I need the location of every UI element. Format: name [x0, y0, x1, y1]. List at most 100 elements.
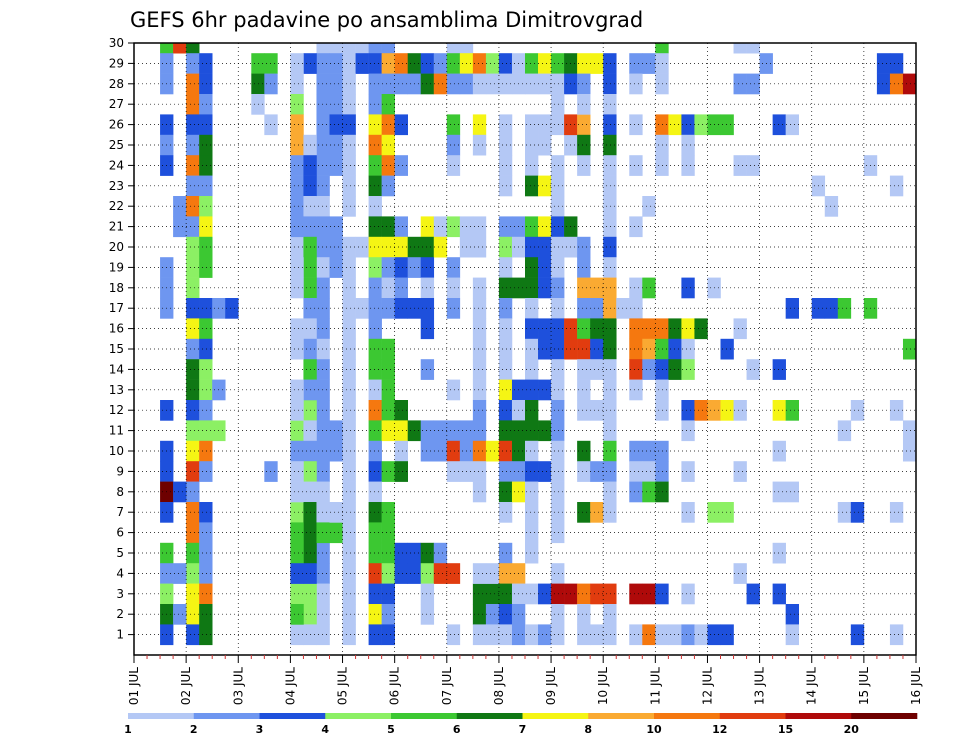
heatmap-cell — [173, 196, 187, 217]
heatmap-cell — [577, 236, 591, 258]
heatmap-cell — [498, 563, 513, 584]
heatmap-cell — [186, 583, 200, 605]
heatmap-cell — [342, 379, 356, 401]
heatmap-cell — [342, 604, 356, 625]
heatmap-cell — [368, 420, 382, 442]
heatmap-cell — [316, 400, 330, 421]
heatmap-cell — [446, 298, 461, 319]
heatmap-cell — [342, 338, 356, 360]
heatmap-cell — [746, 583, 760, 605]
heatmap-cell — [733, 461, 747, 482]
heatmap-cell — [538, 236, 552, 258]
heatmap-cell — [472, 338, 487, 360]
heatmap-cell — [199, 236, 213, 258]
heatmap-cell — [368, 583, 382, 605]
heatmap-cell — [420, 420, 435, 442]
heatmap-cells — [160, 43, 917, 646]
heatmap-cell — [290, 400, 304, 421]
heatmap-cell — [381, 298, 395, 319]
heatmap-cell — [199, 379, 213, 401]
heatmap-cell — [733, 400, 747, 421]
x-tick-label: 11 JUL — [648, 667, 662, 705]
heatmap-cell — [342, 420, 356, 442]
heatmap-cell — [889, 73, 904, 95]
heatmap-cell — [290, 155, 304, 176]
heatmap-cell — [316, 175, 330, 197]
heatmap-cell — [681, 420, 695, 442]
colorbar-swatch — [259, 713, 326, 719]
colorbar-label: 10 — [646, 723, 662, 736]
heatmap-cell — [394, 298, 408, 319]
heatmap-cell — [329, 43, 343, 54]
heatmap-cell — [733, 73, 747, 95]
heatmap-cell — [525, 114, 539, 136]
heatmap-cell — [329, 420, 343, 442]
heatmap-cell — [498, 420, 513, 442]
heatmap-cell — [290, 379, 304, 401]
heatmap-cell — [629, 298, 643, 319]
x-tick-label: 09 JUL — [544, 667, 558, 705]
heatmap-cell — [498, 155, 513, 176]
heatmap-cell — [199, 583, 213, 605]
y-tick-label: 3 — [116, 587, 124, 601]
heatmap-cell — [551, 338, 565, 360]
heatmap-cell — [316, 420, 330, 442]
heatmap-cell — [173, 481, 187, 503]
heatmap-cell — [603, 604, 617, 625]
heatmap-cell — [472, 420, 487, 442]
heatmap-cell — [590, 53, 604, 74]
y-tick-label: 30 — [109, 36, 124, 50]
heatmap-cell — [433, 563, 448, 584]
heatmap-cell — [381, 236, 395, 258]
heatmap-cell — [329, 440, 343, 462]
heatmap-cell — [577, 583, 591, 605]
heatmap-cell — [603, 73, 617, 95]
heatmap-cell — [551, 440, 565, 462]
colorbar-label: 3 — [256, 723, 264, 736]
heatmap-cell — [290, 236, 304, 258]
heatmap-cell — [577, 502, 591, 523]
heatmap-cell — [368, 277, 382, 299]
heatmap-cell — [472, 134, 487, 156]
heatmap-cell — [290, 175, 304, 197]
heatmap-cell — [681, 583, 695, 605]
heatmap-cell — [225, 298, 239, 319]
heatmap-cell — [199, 420, 213, 442]
heatmap-cell — [603, 440, 617, 462]
heatmap-cell — [368, 216, 382, 238]
heatmap-cell — [186, 94, 200, 115]
heatmap-cell — [316, 43, 330, 54]
colorbar-label: 8 — [584, 723, 592, 736]
heatmap-cell — [472, 277, 487, 299]
heatmap-cell — [525, 175, 539, 197]
x-tick-label: 03 JUL — [231, 667, 245, 705]
y-tick-label: 6 — [116, 526, 124, 540]
heatmap-cell — [694, 318, 708, 340]
heatmap-cell — [420, 257, 435, 278]
heatmap-cell — [316, 583, 330, 605]
heatmap-cell — [173, 216, 187, 238]
heatmap-cell — [290, 73, 304, 95]
heatmap-cell — [577, 114, 591, 136]
heatmap-cell — [577, 461, 591, 482]
heatmap-cell — [681, 400, 695, 421]
heatmap-cell — [889, 175, 904, 197]
heatmap-cell — [642, 440, 656, 462]
heatmap-cell — [329, 257, 343, 278]
heatmap-cell — [342, 542, 356, 564]
heatmap-cell — [551, 359, 565, 380]
heatmap-cell — [850, 502, 865, 523]
heatmap-cell — [551, 114, 565, 136]
heatmap-cell — [199, 522, 213, 544]
y-tick-label: 11 — [109, 424, 124, 438]
heatmap-cell — [629, 359, 643, 380]
heatmap-cell — [577, 53, 591, 74]
heatmap-cell — [498, 481, 513, 503]
heatmap-cell — [446, 155, 461, 176]
heatmap-cell — [290, 134, 304, 156]
colorbar-swatch — [719, 713, 786, 719]
colorbar-legend: 1 2 3 4 5 6 7 8 10 12 15 20 — [124, 713, 918, 736]
heatmap-cell — [186, 624, 200, 646]
heatmap-cell — [342, 440, 356, 462]
x-tick-label: 14 JUL — [805, 667, 819, 705]
